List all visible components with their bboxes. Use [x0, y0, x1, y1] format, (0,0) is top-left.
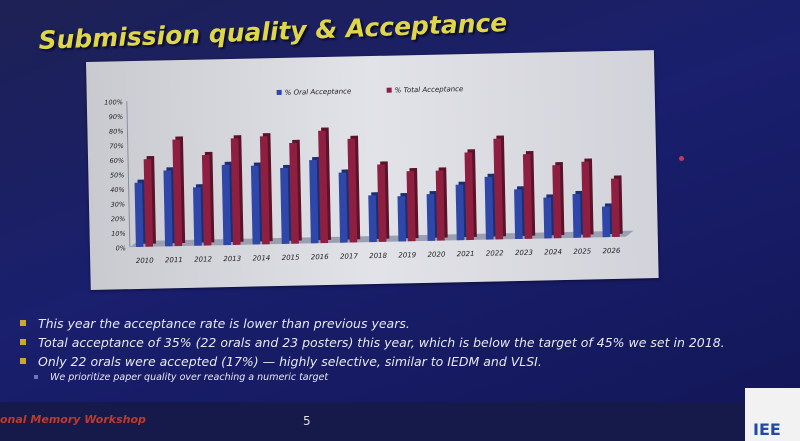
bullet-square-icon: [20, 320, 26, 326]
oral-acceptance-bar: [601, 206, 611, 238]
total-acceptance-bar: [581, 161, 591, 238]
x-tick-label: 2017: [340, 252, 359, 260]
total-acceptance-bar: [259, 136, 270, 245]
bullet-square-icon: [20, 339, 26, 345]
x-tick-label: 2019: [398, 251, 417, 259]
oral-acceptance-bar: [280, 167, 290, 244]
bullet-text: Only 22 orals were accepted (17%) — high…: [38, 354, 542, 369]
page-number: 5: [303, 414, 311, 428]
x-tick-label: 2010: [136, 257, 155, 265]
oral-acceptance-bar: [426, 194, 436, 241]
y-tick-label: 70%: [109, 142, 124, 150]
total-acceptance-bar: [435, 170, 445, 241]
bullet-square-icon: [20, 358, 26, 364]
x-tick-label: 2023: [515, 249, 533, 257]
oral-acceptance-bar: [221, 164, 231, 246]
x-tick-label: 2022: [486, 249, 505, 257]
oral-acceptance-bar: [572, 193, 582, 238]
chart-panel: 0% 10% 20% 30% 40% 50% 60% 70% 80% 90% 100% 2010 201…: [86, 50, 659, 290]
total-acceptance-bar: [522, 154, 533, 239]
x-tick-label: 2021: [457, 250, 475, 258]
y-tick-label: 20%: [111, 215, 126, 223]
total-acceptance-bar: [201, 154, 212, 246]
y-tick-label: 50%: [110, 171, 125, 179]
slide-title: Submission quality & Acceptance: [38, 7, 508, 55]
total-acceptance-bar: [464, 152, 474, 241]
footer-workshop-name: onal Memory Workshop: [0, 413, 146, 426]
x-tick-label: 2020: [427, 251, 446, 259]
y-tick-label: 40%: [110, 186, 125, 194]
ieee-logo: IEE: [745, 388, 800, 441]
total-acceptance-bar: [406, 171, 416, 242]
total-acceptance-bar: [347, 138, 358, 243]
x-tick-label: 2024: [544, 248, 562, 256]
logo-text: IEE: [753, 420, 781, 439]
oral-acceptance-bar: [250, 165, 261, 245]
oral-acceptance-bar: [455, 184, 465, 241]
y-tick-label: 90%: [109, 113, 124, 121]
total-acceptance-bar: [493, 138, 504, 240]
bullet-text: This year the acceptance rate is lower t…: [38, 316, 410, 331]
sub-bullet-square-icon: [34, 375, 38, 379]
y-tick-label: 100%: [104, 98, 123, 106]
legend-swatch-oral: [276, 89, 282, 96]
x-tick-label: 2011: [165, 256, 183, 264]
oral-acceptance-bar: [338, 172, 348, 243]
bullet-list: This year the acceptance rate is lower t…: [20, 316, 780, 387]
total-acceptance-bar: [172, 139, 183, 247]
x-tick-label: 2018: [369, 252, 388, 260]
bar-chart: 0% 10% 20% 30% 40% 50% 60% 70% 80% 90% 100% 2010 201…: [104, 85, 634, 265]
oral-acceptance-bar: [309, 159, 319, 244]
total-acceptance-bar: [230, 138, 241, 245]
legend-swatch-total: [386, 87, 392, 93]
y-tick-label: 60%: [110, 157, 125, 165]
x-tick-label: 2014: [252, 254, 270, 262]
oral-acceptance-bar: [543, 197, 552, 239]
x-tick-label: 2016: [311, 253, 330, 261]
legend-label: % Oral Acceptance: [285, 87, 352, 96]
sub-bullet-text: We prioritize paper quality over reachin…: [50, 372, 329, 383]
bullet-text: Total acceptance of 35% (22 orals and 23…: [38, 335, 725, 350]
oral-acceptance-bar: [484, 176, 494, 240]
x-tick-label: 2013: [223, 255, 241, 263]
x-tick-label: 2026: [602, 247, 621, 255]
total-acceptance-bar: [143, 159, 154, 247]
bullet-item: Only 22 orals were accepted (17%) — high…: [20, 354, 780, 369]
oral-acceptance-bar: [193, 187, 202, 246]
total-acceptance-bar: [318, 130, 329, 244]
x-tick-label: 2012: [194, 255, 213, 263]
total-acceptance-bar: [377, 164, 387, 242]
total-acceptance-bar: [552, 165, 562, 239]
legend-label: % Total Acceptance: [395, 85, 464, 94]
y-tick-label: 30%: [110, 200, 125, 208]
oral-acceptance-bar: [134, 182, 144, 247]
total-acceptance-bar: [289, 142, 299, 244]
y-tick-label: 0%: [116, 244, 126, 252]
y-axis-line: [126, 101, 131, 248]
laser-pointer-dot: [679, 156, 684, 161]
footer-bar: [0, 402, 800, 441]
total-acceptance-bar: [610, 178, 620, 238]
y-tick-label: 80%: [109, 127, 124, 135]
x-tick-label: 2015: [282, 254, 301, 262]
oral-acceptance-bar: [368, 195, 377, 243]
sub-bullet-item: We prioritize paper quality over reachin…: [20, 372, 780, 383]
y-tick-label: 10%: [111, 230, 126, 238]
oral-acceptance-bar: [514, 189, 523, 240]
oral-acceptance-bar: [163, 170, 173, 247]
bullet-item: Total acceptance of 35% (22 orals and 23…: [20, 335, 780, 350]
oral-acceptance-bar: [397, 196, 407, 242]
x-tick-label: 2025: [573, 247, 592, 255]
bullet-item: This year the acceptance rate is lower t…: [20, 316, 780, 331]
